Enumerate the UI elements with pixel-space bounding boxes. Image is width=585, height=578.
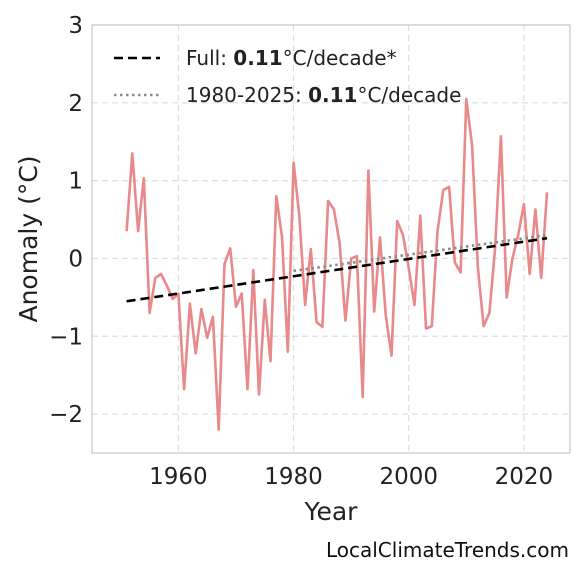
- y-tick-label: 0: [68, 246, 83, 272]
- legend: Full: 0.11°C/decade* 1980-2025: 0.11°C/de…: [114, 46, 461, 107]
- x-tick-label: 1980: [264, 464, 323, 490]
- y-tick-label: 1: [68, 169, 83, 195]
- recent-trend-line: [293, 233, 548, 273]
- x-tick-label: 2020: [495, 464, 554, 490]
- plot-frame: [91, 24, 571, 454]
- y-tick-label: 3: [68, 13, 83, 39]
- tick-labels: 1960 1980 2000 2020 −2 −1 0 1 2 3: [49, 13, 553, 490]
- y-tick-label: −1: [49, 324, 83, 350]
- watermark-text: LocalClimateTrends.com: [326, 538, 569, 562]
- y-tick-label: 2: [68, 91, 83, 117]
- y-tick-label: −2: [49, 402, 83, 428]
- legend-recent-label: 1980-2025: 0.11°C/decade: [186, 83, 461, 107]
- x-tick-label: 2000: [379, 464, 438, 490]
- x-tick-label: 1960: [149, 464, 208, 490]
- x-axis-label: Year: [304, 497, 359, 526]
- grid: [92, 24, 570, 453]
- y-axis-label: Anomaly (°C): [14, 155, 43, 322]
- full-trend-line: [126, 236, 548, 303]
- legend-full-label: Full: 0.11°C/decade*: [186, 46, 397, 70]
- series-layer: [125, 97, 549, 432]
